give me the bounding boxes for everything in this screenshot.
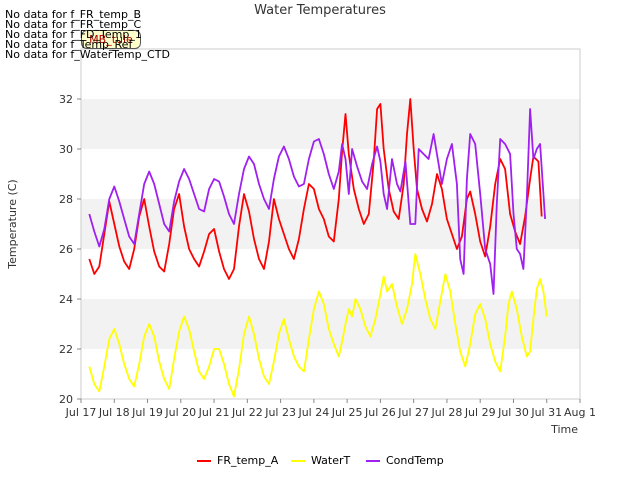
x-tick-label: Jul 28	[431, 406, 463, 419]
x-tick-label: Jul 23	[264, 406, 296, 419]
y-axis: 20 22 24 26 28 30 32	[59, 93, 81, 406]
chart-legend: FR_temp_A WaterT CondTemp	[0, 453, 640, 469]
chart-title: Water Temperatures	[254, 3, 386, 18]
y-tick-label: 22	[59, 343, 73, 356]
legend-item-condtemp: CondTemp	[366, 453, 444, 469]
x-tick-label: Jul 22	[231, 406, 263, 419]
y-tick-label: 30	[59, 143, 73, 156]
x-tick-label: Aug 1	[564, 406, 596, 419]
legend-swatch	[197, 460, 211, 462]
x-tick-label: Jul 27	[397, 406, 429, 419]
x-tick-label: Jul 17	[65, 406, 97, 419]
y-tick-label: 24	[59, 293, 73, 306]
series-line-condtemp	[88, 108, 546, 295]
x-tick-label: Jul 26	[364, 406, 396, 419]
grid-band	[81, 349, 580, 399]
site-badge: MB_tule	[81, 30, 141, 49]
x-tick-label: Jul 25	[331, 406, 363, 419]
series-line-fr-temp-a	[88, 98, 543, 280]
grid-band	[81, 199, 580, 249]
x-tick-label: Jul 20	[164, 406, 196, 419]
no-data-message: No data for f_FR_temp_C	[5, 18, 142, 31]
series-layer	[88, 98, 548, 398]
grid-band	[81, 99, 580, 149]
y-tick-label: 32	[59, 93, 73, 106]
x-tick-label: Jul 18	[98, 406, 130, 419]
series-line-watert	[88, 253, 548, 398]
x-tick-label: Jul 21	[198, 406, 230, 419]
no-data-message: No data for f_FR_temp_B	[5, 8, 142, 21]
no-data-message: No data for f_WaterTemp_CTD	[5, 48, 170, 61]
y-axis-label: Temperature (C)	[6, 179, 19, 269]
grid-band	[81, 299, 580, 349]
legend-item-fr-temp-a: FR_temp_A	[197, 453, 278, 469]
legend-label: WaterT	[311, 454, 351, 467]
y-tick-label: 20	[59, 393, 73, 406]
no-data-message: No data for f_FD_Temp_1	[5, 28, 142, 41]
grid-band	[81, 49, 580, 99]
x-axis: Jul 17 Jul 18 Jul 19 Jul 20 Jul 21 Jul 22 Jul …	[65, 399, 596, 419]
x-tick-label: Jul 31	[530, 406, 562, 419]
grid-band	[81, 249, 580, 299]
x-tick-label: Jul 29	[464, 406, 496, 419]
y-tick-label: 28	[59, 193, 73, 206]
y-tick-label: 26	[59, 243, 73, 256]
x-tick-label: Jul 24	[297, 406, 329, 419]
no-data-message: No data for f_Temp_Ref	[5, 38, 133, 51]
legend-item-watert: WaterT	[291, 453, 350, 469]
legend-swatch	[366, 460, 380, 462]
legend-label: CondTemp	[386, 454, 444, 467]
x-axis-label: Time	[550, 423, 578, 436]
plot-frame	[80, 48, 581, 400]
x-tick-label: Jul 30	[497, 406, 529, 419]
x-tick-label: Jul 19	[131, 406, 163, 419]
legend-swatch	[291, 460, 305, 462]
legend-label: FR_temp_A	[217, 454, 279, 467]
